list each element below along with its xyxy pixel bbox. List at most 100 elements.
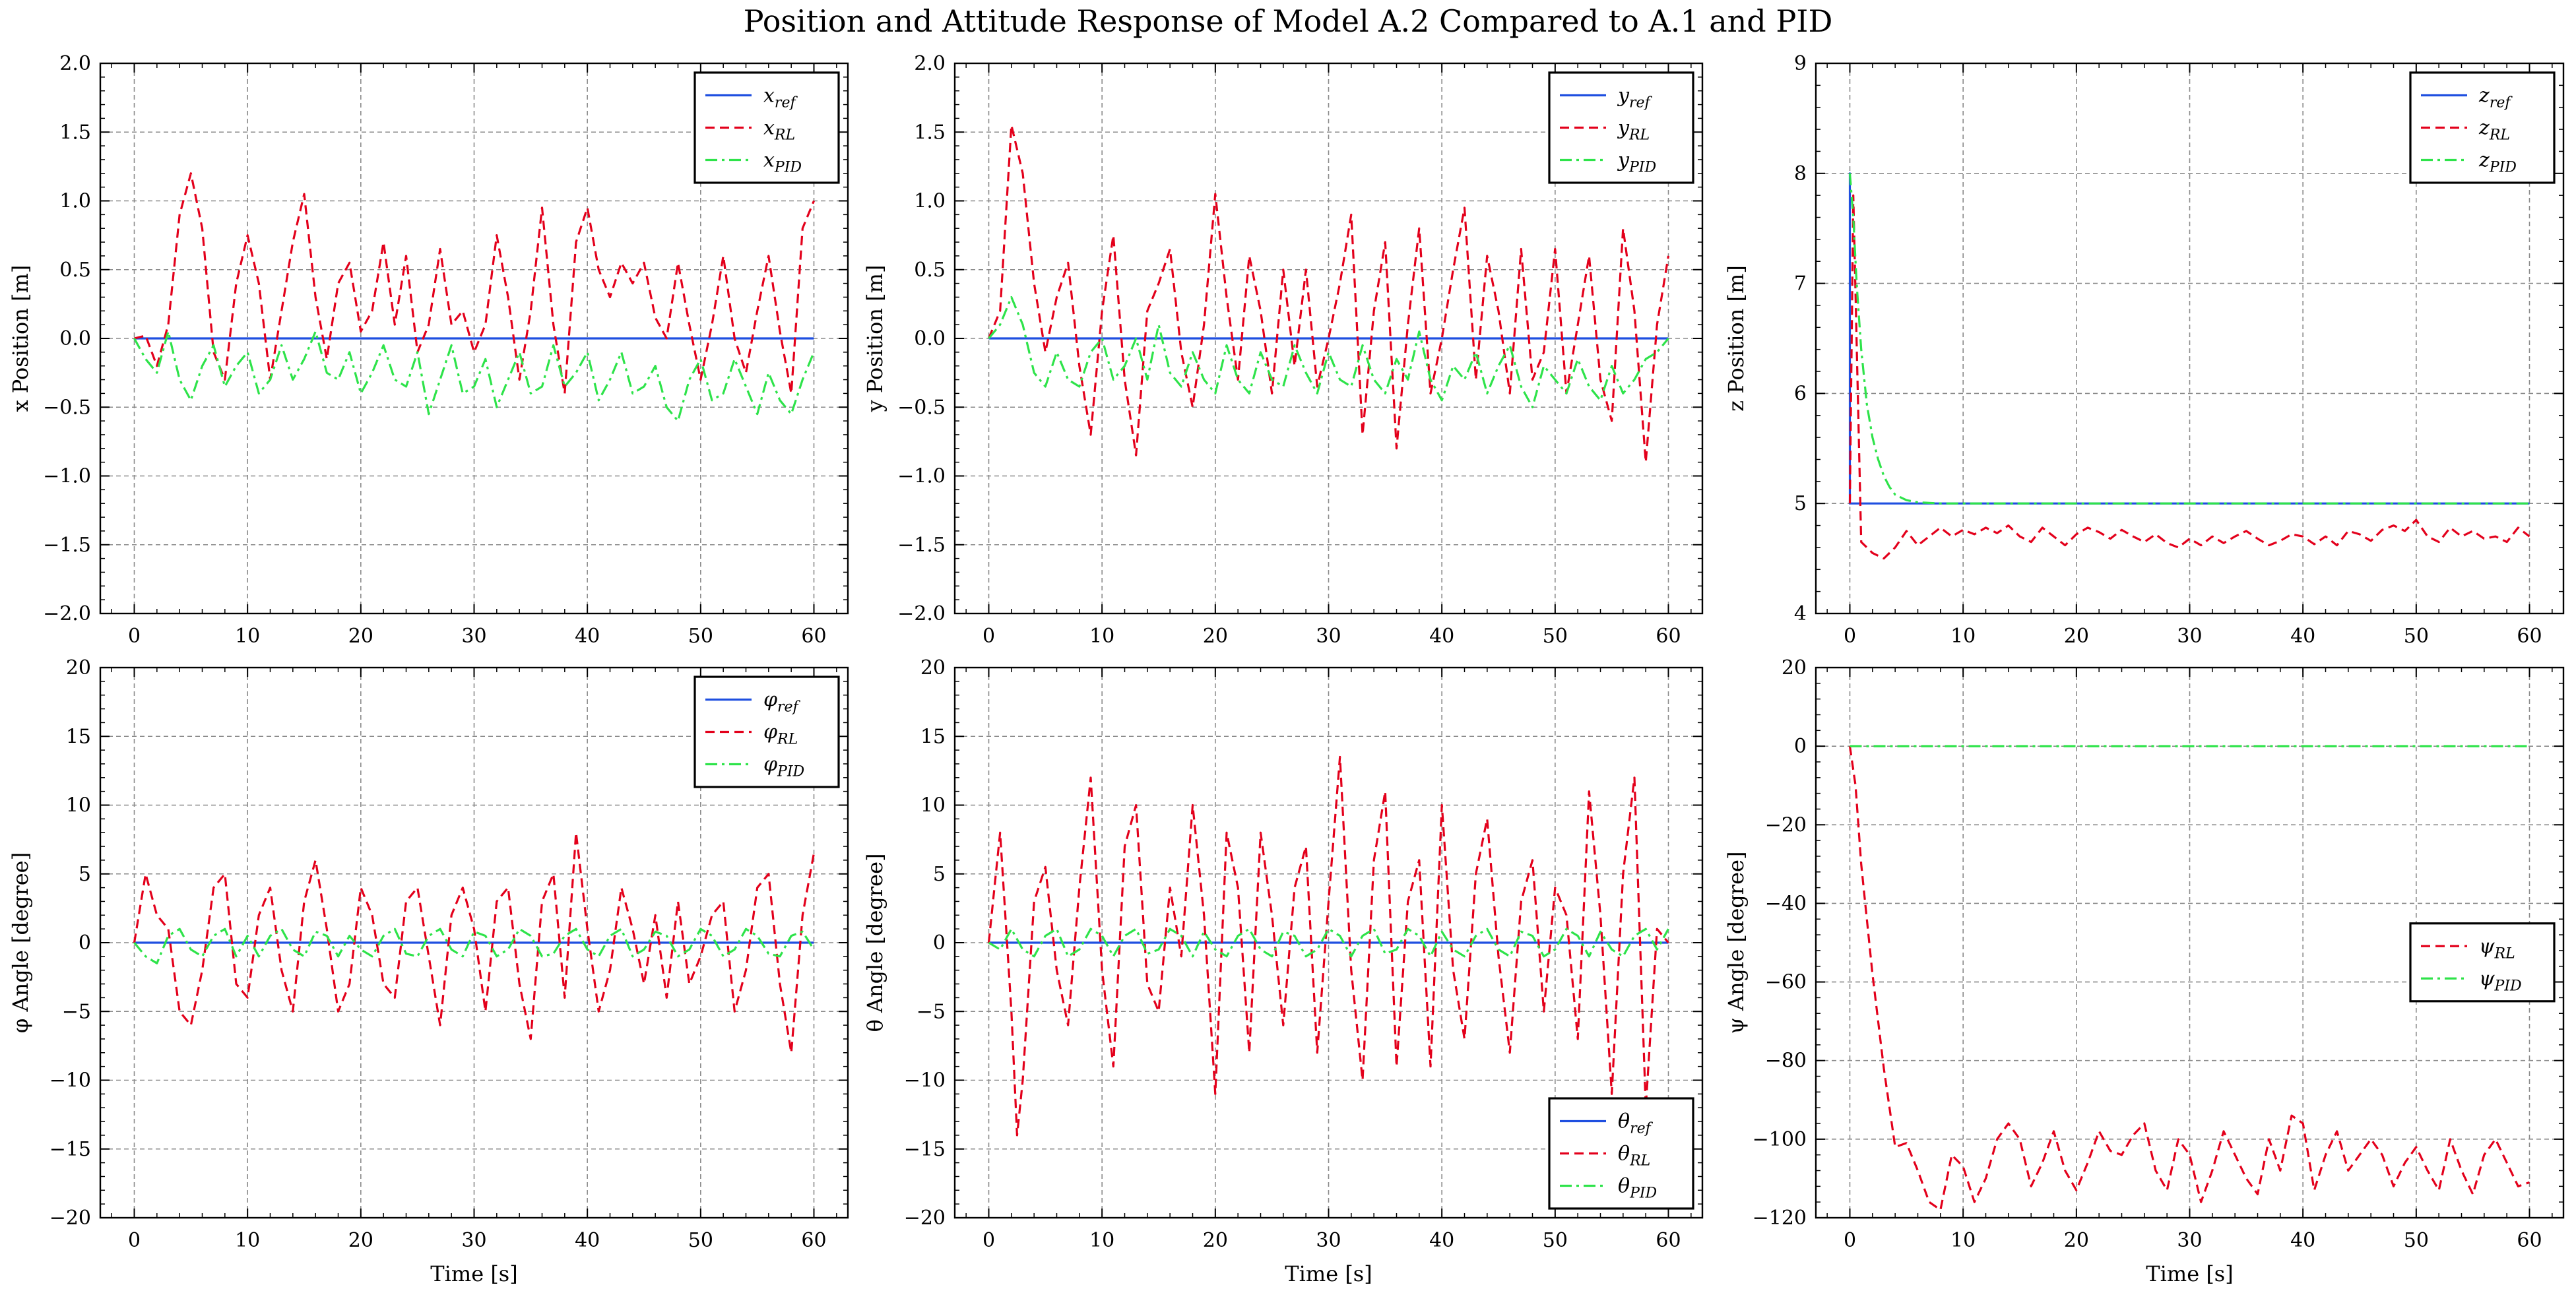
y-tick-label: −20 (49, 1207, 91, 1230)
x-axis-label: Time [s] (1285, 1261, 1372, 1286)
x-tick-label: 60 (801, 625, 826, 648)
legend-label-sub: RL (1629, 1153, 1650, 1170)
y-tick-label: −5 (917, 1000, 946, 1023)
legend-label-phi_RL: φRL (763, 721, 798, 748)
subplot-3: 0 10 20 30 40 50 60 −20 −15 −10 −5 0 5 10 15 20 φ Angle … (8, 656, 849, 1286)
legend-label-sub: RL (774, 127, 795, 144)
x-tick-label: 30 (1316, 1229, 1341, 1252)
y-tick-label: 20 (1782, 656, 1807, 679)
legend-label-main: ψ (2479, 935, 2495, 958)
x-tick-label: 40 (575, 625, 600, 648)
y-axis-label: x Position [m] (8, 265, 33, 412)
y-axis-label: θ Angle [degree] (862, 853, 887, 1032)
legend-label-main: θ (1618, 1175, 1630, 1198)
series-line-psi_RL (1848, 745, 2530, 1211)
y-tick-label: 1.5 (59, 121, 91, 144)
y-tick-label: 4 (1794, 602, 1807, 625)
axes-frame (99, 62, 849, 615)
axes-frame (99, 666, 849, 1219)
series-line-x_PID (133, 330, 815, 422)
y-tick-label: 1.5 (914, 121, 946, 144)
legend-label-sub: ref (1630, 1121, 1654, 1137)
legend-label-sub: ref (2490, 95, 2513, 111)
legend-label-main: y (1617, 84, 1630, 108)
y-tick-label: −0.5 (897, 396, 946, 419)
series-line-z_RL (1848, 194, 2530, 560)
series-group (133, 172, 815, 422)
y-tick-label: −100 (1753, 1128, 1807, 1151)
legend-label-sub: RL (2489, 127, 2510, 144)
legend-label-main: θ (1618, 1143, 1630, 1166)
x-tick-label: 60 (2517, 625, 2542, 648)
legend-box (2409, 922, 2556, 1003)
series-line-y_RL (988, 124, 1670, 464)
x-tick-label: 30 (1316, 625, 1341, 648)
series-line-x_RL (134, 172, 815, 394)
y-tick-label: 0.0 (59, 327, 91, 350)
x-tick-label: 20 (2064, 625, 2089, 648)
y-tick-label: −15 (49, 1138, 91, 1161)
x-tick-label: 10 (235, 625, 260, 648)
x-tick-label: 60 (1656, 625, 1681, 648)
x-tick-label: 40 (2290, 625, 2315, 648)
legend-box (2409, 71, 2556, 184)
legend-label-sub: RL (777, 732, 798, 748)
legend-label-x_ref: xref (763, 84, 798, 111)
legend-label-main: z (2478, 117, 2490, 140)
legend-label-sub: RL (2494, 945, 2515, 962)
figure-title: Position and Attitude Response of Model … (744, 3, 1833, 39)
legend-label-sub: PID (2489, 160, 2517, 176)
x-tick-label: 10 (1950, 1229, 1976, 1252)
x-tick-label: 30 (461, 625, 486, 648)
y-tick-label: 15 (66, 725, 91, 748)
legend-label-main: ψ (2479, 967, 2495, 990)
legend-label-sub: ref (777, 699, 801, 716)
y-tick-label: −1.5 (897, 534, 946, 557)
legend-label-theta_ref: θref (1618, 1110, 1654, 1137)
legend-label-main: z (2478, 149, 2490, 172)
legend-label-main: y (1617, 149, 1630, 172)
y-tick-label: −80 (1765, 1050, 1807, 1073)
y-tick-label: 10 (920, 794, 946, 817)
y-tick-label: 0.0 (914, 327, 946, 350)
legend-label-z_ref: zref (2478, 84, 2513, 111)
x-tick-label: 50 (688, 1229, 713, 1252)
x-tick-label: 40 (1429, 625, 1454, 648)
x-tick-label: 0 (982, 1229, 995, 1252)
series-group (133, 831, 816, 1054)
y-tick-label: −1.0 (43, 465, 91, 488)
y-tick-label: 5 (1794, 492, 1807, 515)
y-tick-label: 5 (79, 863, 91, 886)
legend-label-sub: PID (2494, 978, 2522, 994)
x-tick-label: 60 (801, 1229, 826, 1252)
legend-box (1548, 71, 1694, 184)
y-tick-label: 0 (933, 931, 946, 955)
x-tick-label: 30 (461, 1229, 486, 1252)
series-line-y_PID (988, 296, 1669, 408)
legend-label-main: θ (1618, 1110, 1630, 1133)
legend-label-sub: PID (774, 160, 802, 176)
legend-label-x_PID: xPID (763, 149, 802, 176)
x-tick-label: 40 (2290, 1229, 2315, 1252)
y-tick-label: −15 (904, 1138, 946, 1161)
series-group (1848, 172, 2530, 560)
subplot-5: 0 10 20 30 40 50 60 −120 −100 −80 −60 −40 −20 0 20 ψ An… (1723, 656, 2565, 1286)
x-tick-label: 10 (1089, 625, 1114, 648)
y-tick-label: −5 (62, 1000, 91, 1023)
legend-label-main: y (1617, 117, 1630, 140)
y-tick-label: 2.0 (59, 52, 91, 75)
x-tick-label: 20 (348, 1229, 373, 1252)
legend-label-theta_RL: θRL (1618, 1143, 1650, 1170)
legend-label-x_RL: xRL (763, 117, 795, 144)
subplot-1: 0 10 20 30 40 50 60 −2.0 −1.5 −1.0 −0.5 0.0 0.5 1.0 1.… (862, 52, 1704, 648)
x-tick-label: 0 (1844, 625, 1856, 648)
x-tick-label: 20 (1203, 625, 1228, 648)
x-tick-label: 60 (2517, 1229, 2542, 1252)
legend-label-z_PID: zPID (2478, 149, 2517, 176)
